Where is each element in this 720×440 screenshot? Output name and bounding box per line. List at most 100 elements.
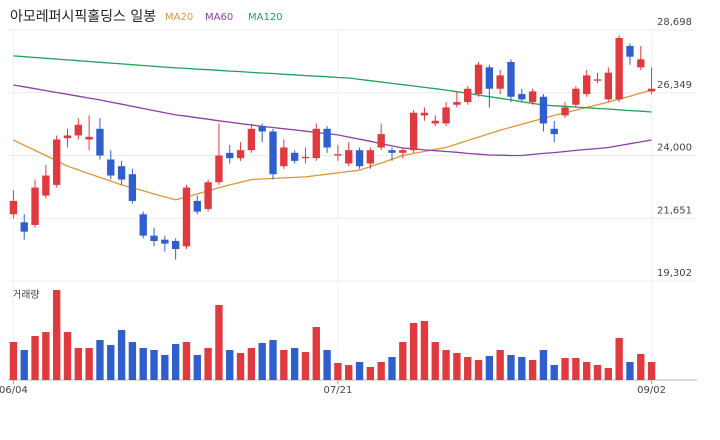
candle-body xyxy=(345,150,353,164)
volume-bar xyxy=(507,355,515,380)
volume-bar xyxy=(388,357,396,380)
volume-bar xyxy=(453,353,461,380)
volume-bar xyxy=(637,354,645,380)
volume-bar xyxy=(312,327,320,380)
y-tick-label: 19,302 xyxy=(657,268,692,279)
volume-bar xyxy=(604,368,613,380)
candle-body xyxy=(496,75,504,89)
candle-body xyxy=(150,235,158,241)
candle-body xyxy=(74,124,82,136)
volume-bar xyxy=(496,350,504,380)
candle-body xyxy=(117,166,126,180)
candle-body xyxy=(528,91,537,103)
volume-bar xyxy=(290,348,299,380)
candle-body xyxy=(593,79,602,81)
candle-body xyxy=(464,88,472,103)
volume-bar xyxy=(171,344,180,380)
volume-bar xyxy=(280,350,288,380)
candle-body xyxy=(171,240,180,249)
candle-body xyxy=(31,187,39,225)
candle-body xyxy=(507,62,515,97)
candle-body xyxy=(258,126,266,132)
volume-bar xyxy=(128,342,137,380)
volume-bar xyxy=(334,363,342,380)
volume-bar xyxy=(464,357,472,380)
candle-body xyxy=(161,239,169,244)
volume-bar xyxy=(572,358,580,380)
y-tick-label: 24,000 xyxy=(657,143,692,154)
candle-body xyxy=(453,102,461,105)
candle-body xyxy=(52,139,61,185)
volume-bar xyxy=(561,358,569,380)
x-tick-label: 09/02 xyxy=(637,385,666,396)
y-tick-label: 21,651 xyxy=(657,205,692,216)
volume-bar xyxy=(20,350,28,380)
candle-body xyxy=(96,128,104,156)
candle-body xyxy=(334,154,342,156)
volume-bar xyxy=(366,367,375,380)
volume-bar xyxy=(409,323,418,380)
volume-bar xyxy=(647,362,656,380)
legend-label: MA120 xyxy=(248,12,283,23)
candle-body xyxy=(85,136,93,140)
volume-bar xyxy=(615,338,623,380)
legend-label: MA60 xyxy=(205,12,233,23)
volume-bar xyxy=(161,355,169,380)
chart-title: 아모레퍼시픽홀딩스 일봉 xyxy=(10,9,156,25)
y-tick-label: 28,698 xyxy=(657,17,692,28)
volume-bar xyxy=(269,340,277,380)
ma-line xyxy=(13,55,652,113)
candle-body xyxy=(226,152,234,159)
volume-bar xyxy=(63,332,72,380)
legend-label: MA20 xyxy=(165,12,193,23)
y-tick-label: 26,349 xyxy=(657,80,692,91)
volume-bar xyxy=(52,290,61,380)
ma-line xyxy=(13,84,652,157)
candle-body xyxy=(604,72,613,100)
volume-bar xyxy=(85,348,93,380)
candle-body xyxy=(420,112,429,116)
candle-body xyxy=(107,159,115,176)
volume-bar xyxy=(539,350,548,380)
candle-body xyxy=(442,107,450,124)
candle-body xyxy=(637,59,645,68)
candle-body xyxy=(312,128,320,159)
volume-bar xyxy=(626,362,634,380)
volume-bar xyxy=(420,321,429,380)
volume-bar xyxy=(139,348,147,380)
candle-body xyxy=(193,200,201,212)
volume-bar xyxy=(215,305,223,380)
volume-bar xyxy=(204,348,212,380)
candle-body xyxy=(431,120,439,124)
volume-bar xyxy=(301,352,310,380)
volume-bar xyxy=(150,350,158,380)
volume-bar xyxy=(226,350,234,380)
candle-body xyxy=(399,150,407,153)
volume-bar xyxy=(236,353,245,380)
candle-body xyxy=(647,88,656,92)
candle-body xyxy=(485,67,494,89)
candle-body xyxy=(409,112,418,151)
volume-bar xyxy=(442,350,450,380)
volume-bar xyxy=(96,340,104,380)
ma-line xyxy=(13,89,652,201)
candle-body xyxy=(572,88,580,105)
volume-bar xyxy=(182,342,191,380)
candle-body xyxy=(139,214,147,236)
candle-body xyxy=(236,150,245,159)
volume-bar xyxy=(431,342,439,380)
candle-body xyxy=(204,182,212,209)
candle-body xyxy=(518,94,526,100)
volume-bar xyxy=(528,360,537,380)
volume-bar xyxy=(193,355,201,380)
volume-bar xyxy=(42,332,50,380)
candle-body xyxy=(539,96,548,124)
volume-bar xyxy=(474,360,483,380)
volume-bar xyxy=(518,357,526,380)
volume-bar xyxy=(9,342,18,380)
candle-body xyxy=(269,131,277,175)
candle-body xyxy=(366,150,375,164)
volume-label: 거래량 xyxy=(12,289,40,301)
volume-bar xyxy=(258,343,266,380)
